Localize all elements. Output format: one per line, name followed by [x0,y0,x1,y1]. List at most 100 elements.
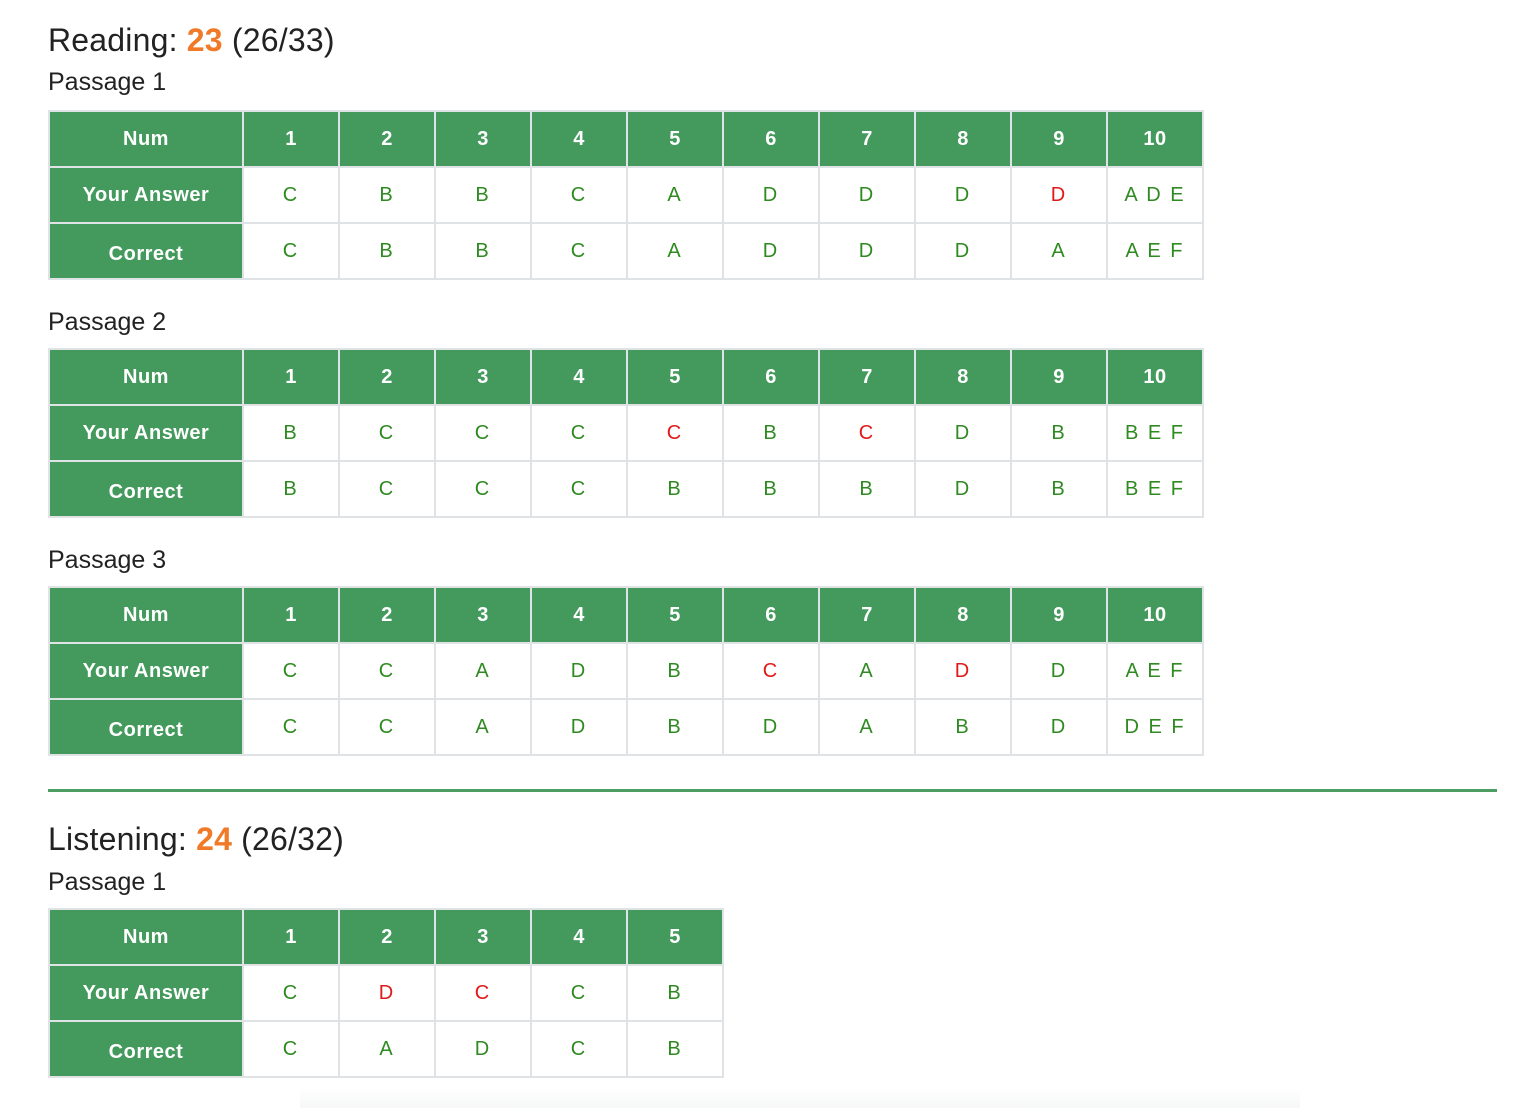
correct-cell: A [338,1020,436,1078]
correct-cell: D E F [1106,698,1204,756]
header-cell: 9 [1010,348,1108,406]
header-cell: 2 [338,586,436,644]
correct-answer-row: Correct C C A D B D A B D D E F [48,698,1204,756]
correct-cell: C [242,1020,340,1078]
header-cell: 8 [914,586,1012,644]
answer-cell: C [242,642,340,700]
answer-cell: C [530,166,628,224]
answer-cell: B E F [1106,404,1204,462]
correct-cell: C [530,222,628,280]
table-header-row: Num 1 2 3 4 5 6 7 8 9 10 [48,110,1204,168]
your-answer-row: Your Answer C C A D B C A D D A E F [48,642,1204,700]
reading-passage-1-title: Passage 1 [48,68,167,96]
correct-cell: B [626,1020,724,1078]
header-cell: 5 [626,586,724,644]
listening-score: 24 [196,821,233,857]
header-cell: Num [48,348,244,406]
answer-cell: C [530,964,628,1022]
correct-cell: C [530,460,628,518]
header-cell: 3 [434,348,532,406]
answer-cell: C [338,642,436,700]
answer-cell: A E F [1106,642,1204,700]
answer-cell: B [626,964,724,1022]
table-header-row: Num 1 2 3 4 5 [48,908,724,966]
correct-cell: C [434,460,532,518]
answer-cell: B [722,404,820,462]
header-cell: 7 [818,348,916,406]
answer-cell: C [530,404,628,462]
header-cell: 10 [1106,586,1204,644]
answer-cell: C [434,404,532,462]
header-cell: 10 [1106,110,1204,168]
your-answer-label: Your Answer [48,404,244,462]
table-header-row: Num 1 2 3 4 5 6 7 8 9 10 [48,586,1204,644]
correct-cell: A [1010,222,1108,280]
correct-cell: B [1010,460,1108,518]
header-cell: 3 [434,110,532,168]
answer-cell: D [530,642,628,700]
reading-passage-3-title: Passage 3 [48,546,167,574]
reading-passage-2-title: Passage 2 [48,308,167,336]
header-cell: 1 [242,586,340,644]
answer-cell: C [338,404,436,462]
header-cell: 7 [818,110,916,168]
answer-cell: B [434,166,532,224]
header-cell: 5 [626,908,724,966]
answer-cell: A [626,166,724,224]
answer-cell-wrong: C [818,404,916,462]
header-cell: 4 [530,110,628,168]
header-cell: 4 [530,908,628,966]
answer-cell: A [434,642,532,700]
correct-label: Correct [48,222,244,280]
correct-cell: A [818,698,916,756]
header-cell: 7 [818,586,916,644]
reading-passage-2-table: Num 1 2 3 4 5 6 7 8 9 10 Your Answer B C… [48,348,1204,518]
correct-cell: D [722,698,820,756]
header-cell: Num [48,110,244,168]
correct-label: Correct [48,460,244,518]
header-cell: 5 [626,110,724,168]
header-cell: Num [48,586,244,644]
correct-cell: C [242,698,340,756]
answer-cell: C [242,166,340,224]
answer-cell-wrong: D [914,642,1012,700]
table-header-row: Num 1 2 3 4 5 6 7 8 9 10 [48,348,1204,406]
correct-cell: B [626,460,724,518]
header-cell: 6 [722,348,820,406]
reading-heading: Reading: 23 (26/33) [48,20,335,60]
answer-cell: D [818,166,916,224]
your-answer-row: Your Answer C D C C B [48,964,724,1022]
listening-heading: Listening: 24 (26/32) [48,819,344,859]
answer-cell: D [914,404,1012,462]
listening-ratio: (26/32) [241,821,344,857]
correct-cell: D [914,222,1012,280]
header-cell: 3 [434,908,532,966]
correct-cell: A [434,698,532,756]
your-answer-row: Your Answer C B B C A D D D D A D E [48,166,1204,224]
correct-cell: C [242,222,340,280]
correct-cell: C [338,698,436,756]
correct-cell: A [626,222,724,280]
correct-cell: C [530,1020,628,1078]
correct-cell: B [626,698,724,756]
reading-score: 23 [186,22,223,58]
listening-passage-1-title: Passage 1 [48,868,167,896]
correct-answer-row: Correct C B B C A D D D A A E F [48,222,1204,280]
reading-ratio: (26/33) [231,22,335,58]
listening-label: Listening: [48,821,187,857]
header-cell: 6 [722,586,820,644]
correct-cell: D [914,460,1012,518]
answer-cell-wrong: C [722,642,820,700]
section-divider [48,789,1497,792]
correct-cell: B [434,222,532,280]
reading-label: Reading: [48,22,178,58]
answer-cell: D [914,166,1012,224]
header-cell: 1 [242,908,340,966]
header-cell: 1 [242,110,340,168]
header-cell: 4 [530,586,628,644]
answer-cell: B [242,404,340,462]
header-cell: 6 [722,110,820,168]
bottom-shadow [300,1088,1300,1108]
your-answer-label: Your Answer [48,166,244,224]
answer-cell: D [1010,642,1108,700]
